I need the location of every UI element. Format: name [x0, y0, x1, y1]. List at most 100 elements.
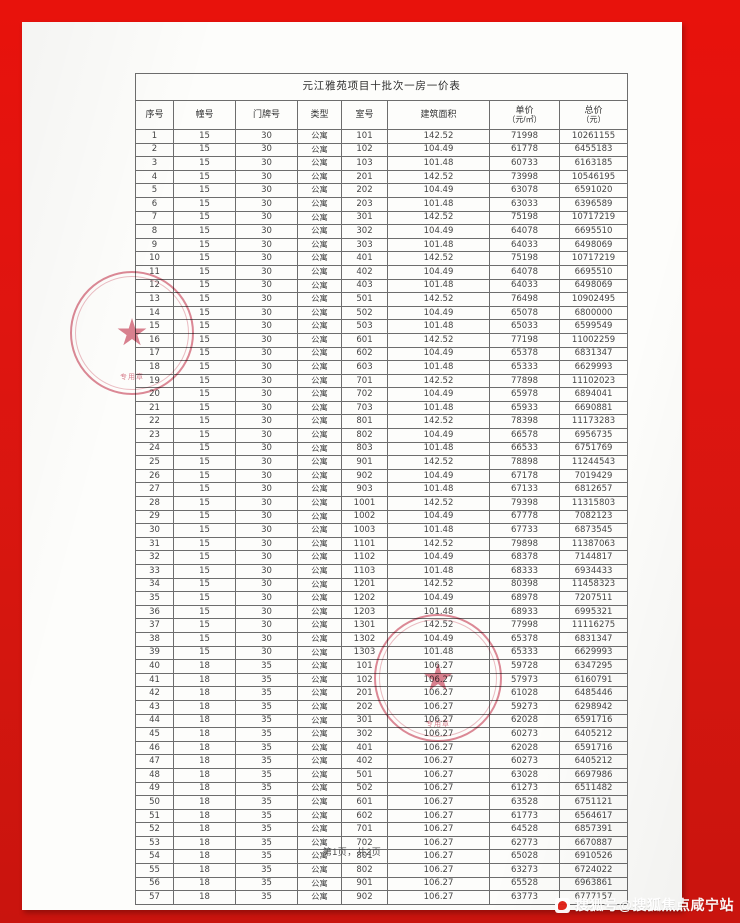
cell-total: 6800000 [558, 305, 629, 321]
cell-door: 30 [235, 496, 298, 511]
cell-type: 公寓 [297, 224, 342, 239]
cell-unit: 59728 [489, 659, 560, 674]
cell-total: 11315803 [558, 496, 629, 511]
cell-total: 11244543 [558, 455, 629, 470]
cell-total: 10717219 [558, 251, 629, 266]
cell-area: 104.49 [387, 509, 490, 525]
cell-room: 302 [341, 727, 388, 742]
cell-seq: 33 [135, 564, 174, 579]
cell-area: 101.48 [387, 156, 490, 171]
cell-door: 30 [235, 414, 298, 430]
cell-unit: 80398 [489, 577, 560, 593]
cell-bld: 15 [173, 496, 236, 511]
table-row: 44 18 35 公寓 301 106.27 62028 6591716 [135, 713, 629, 729]
cell-total: 6498069 [558, 237, 629, 253]
cell-total: 6591020 [558, 183, 629, 198]
cell-bld: 15 [173, 332, 236, 348]
cell-room: 903 [341, 482, 388, 498]
cell-total: 11458323 [558, 577, 629, 593]
table-row: 42 18 35 公寓 201 106.27 61028 6485446 [135, 686, 629, 701]
sohu-logo-icon [554, 897, 570, 913]
cell-total: 6599549 [558, 319, 629, 334]
cell-room: 401 [341, 251, 388, 266]
cell-area: 142.52 [387, 618, 490, 633]
table-row: 51 18 35 公寓 602 106.27 61773 6564617 [135, 808, 629, 824]
cell-bld: 15 [173, 346, 236, 362]
cell-door: 30 [235, 292, 298, 307]
cell-type: 公寓 [297, 795, 342, 810]
table-row: 36 15 30 公寓 1203 101.48 68933 6995321 [135, 604, 629, 620]
cell-area: 142.52 [387, 577, 490, 593]
cell-total: 6695510 [558, 264, 629, 280]
cell-type: 公寓 [297, 564, 342, 579]
cell-area: 142.52 [387, 332, 490, 348]
cell-type: 公寓 [297, 360, 342, 375]
cell-unit: 63078 [489, 183, 560, 198]
cell-unit: 65333 [489, 360, 560, 375]
cell-type: 公寓 [297, 699, 342, 715]
cell-unit: 64078 [489, 224, 560, 239]
cell-type: 公寓 [297, 618, 342, 633]
cell-unit: 63028 [489, 767, 560, 783]
cell-room: 502 [341, 305, 388, 321]
cell-room: 1202 [341, 591, 388, 606]
cell-unit: 64528 [489, 822, 560, 837]
table-row: 50 18 35 公寓 601 106.27 63528 6751121 [135, 795, 629, 810]
cell-type: 公寓 [297, 414, 342, 430]
cell-room: 102 [341, 672, 388, 688]
column-header-row: 序号 幢号 门牌号 类型 室号 建筑面积 单价 （元/㎡） 总价 （元） [135, 100, 629, 130]
table-row: 29 15 30 公寓 1002 104.49 67778 7082123 [135, 509, 629, 525]
cell-room: 1103 [341, 564, 388, 579]
table-row: 6 15 30 公寓 203 101.48 63033 6396589 [135, 196, 629, 212]
cell-type: 公寓 [297, 659, 342, 674]
cell-seq: 4 [135, 169, 174, 185]
cell-seq: 24 [135, 441, 174, 457]
cell-unit: 78898 [489, 455, 560, 470]
cell-type: 公寓 [297, 509, 342, 525]
cell-door: 35 [235, 890, 298, 905]
cell-unit: 68378 [489, 550, 560, 565]
cell-total: 6298942 [558, 699, 629, 715]
column-header-type: 类型 [297, 100, 342, 130]
table-row: 4 15 30 公寓 201 142.52 73998 10546195 [135, 169, 629, 185]
cell-seq: 16 [135, 332, 174, 348]
cell-door: 35 [235, 781, 298, 797]
cell-room: 902 [341, 890, 388, 905]
table-row: 34 15 30 公寓 1201 142.52 80398 11458323 [135, 577, 629, 593]
table-row: 32 15 30 公寓 1102 104.49 68378 7144817 [135, 550, 629, 565]
cell-area: 106.27 [387, 863, 490, 878]
column-header-label: 建筑面积 [420, 109, 457, 120]
cell-type: 公寓 [297, 808, 342, 824]
cell-bld: 15 [173, 523, 236, 538]
cell-type: 公寓 [297, 754, 342, 769]
column-header-label: 室号 [355, 109, 374, 120]
cell-area: 104.49 [387, 142, 490, 158]
table-row: 12 15 30 公寓 403 101.48 64033 6498069 [135, 278, 629, 294]
cell-total: 6405212 [558, 754, 629, 769]
cell-seq: 15 [135, 319, 174, 334]
cell-unit: 76498 [489, 292, 560, 307]
cell-seq: 29 [135, 509, 174, 525]
cell-room: 203 [341, 196, 388, 212]
cell-bld: 15 [173, 360, 236, 375]
cell-type: 公寓 [297, 292, 342, 307]
cell-door: 30 [235, 305, 298, 321]
cell-bld: 15 [173, 577, 236, 593]
cell-unit: 61273 [489, 781, 560, 797]
cell-door: 30 [235, 577, 298, 593]
cell-seq: 7 [135, 210, 174, 226]
cell-room: 101 [341, 659, 388, 674]
cell-room: 303 [341, 237, 388, 253]
cell-seq: 48 [135, 767, 174, 783]
table-row: 11 15 30 公寓 402 104.49 64078 6695510 [135, 264, 629, 280]
cell-type: 公寓 [297, 156, 342, 171]
cell-unit: 65033 [489, 319, 560, 334]
cell-bld: 15 [173, 210, 236, 226]
cell-total: 6347295 [558, 659, 629, 674]
cell-type: 公寓 [297, 319, 342, 334]
column-header-label: 总价 [584, 105, 603, 116]
cell-unit: 68933 [489, 604, 560, 620]
table-row: 41 18 35 公寓 102 106.27 57973 6160791 [135, 672, 629, 688]
cell-bld: 15 [173, 373, 236, 389]
cell-door: 35 [235, 863, 298, 878]
